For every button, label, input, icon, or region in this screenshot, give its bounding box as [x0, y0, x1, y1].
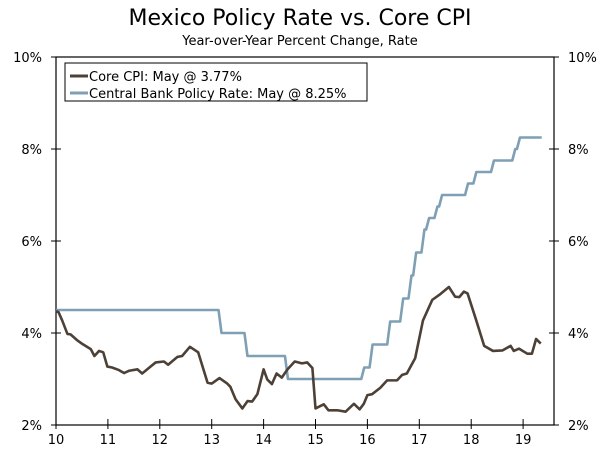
x-tick-label: 15 — [307, 433, 324, 448]
x-tick-label: 19 — [515, 433, 532, 448]
x-tick-label: 12 — [152, 433, 169, 448]
y-tick-label-right: 10% — [568, 51, 597, 66]
chart-subtitle: Year-over-Year Percent Change, Rate — [182, 34, 418, 49]
series-line-policy_rate — [56, 136, 542, 381]
legend-box — [64, 62, 368, 102]
y-tick-label-right: 4% — [568, 327, 589, 342]
legend-label-core_cpi: Core CPI: May @ 3.77% — [89, 70, 242, 85]
legend-label-policy_rate: Central Bank Policy Rate: May @ 8.25% — [89, 87, 347, 102]
y-tick-label-left: 6% — [21, 235, 42, 250]
y-tick-label-left: 2% — [21, 419, 42, 434]
y-tick-label-left: 4% — [21, 327, 42, 342]
y-tick-label-left: 10% — [13, 51, 42, 66]
y-tick-label-right: 6% — [568, 235, 589, 250]
x-tick-label: 10 — [48, 433, 65, 448]
series-line-core_cpi — [55, 285, 542, 413]
x-tick-label: 14 — [255, 433, 272, 448]
x-tick-label: 13 — [203, 433, 220, 448]
x-tick-label: 17 — [411, 433, 428, 448]
chart-title: Mexico Policy Rate vs. Core CPI — [128, 6, 472, 31]
x-tick-label: 18 — [463, 433, 480, 448]
y-tick-label-right: 2% — [568, 419, 589, 434]
y-tick-label-right: 8% — [568, 143, 589, 158]
x-tick-label: 16 — [359, 433, 376, 448]
x-tick-label: 11 — [100, 433, 117, 448]
y-tick-label-left: 8% — [21, 143, 42, 158]
